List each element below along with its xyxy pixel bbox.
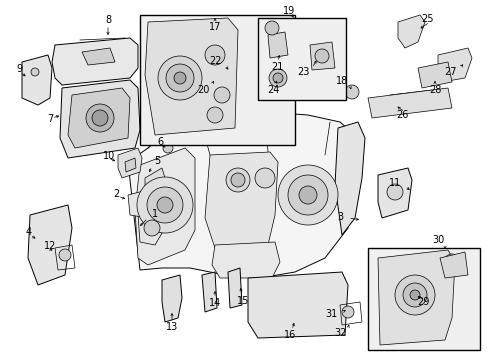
Polygon shape bbox=[22, 55, 52, 105]
Polygon shape bbox=[247, 272, 347, 338]
Polygon shape bbox=[82, 48, 115, 65]
Polygon shape bbox=[128, 112, 361, 278]
Polygon shape bbox=[397, 15, 424, 48]
Circle shape bbox=[386, 184, 402, 200]
Circle shape bbox=[206, 107, 223, 123]
Polygon shape bbox=[437, 48, 471, 82]
Circle shape bbox=[137, 177, 193, 233]
Polygon shape bbox=[68, 88, 130, 148]
Circle shape bbox=[345, 85, 358, 99]
Polygon shape bbox=[202, 272, 217, 312]
Polygon shape bbox=[125, 158, 136, 172]
Text: 19: 19 bbox=[283, 6, 295, 16]
Text: 15: 15 bbox=[236, 296, 248, 306]
Circle shape bbox=[225, 168, 249, 192]
Text: 30: 30 bbox=[432, 235, 444, 245]
Circle shape bbox=[298, 186, 316, 204]
Text: 4: 4 bbox=[26, 228, 32, 237]
Polygon shape bbox=[417, 62, 451, 88]
Text: 17: 17 bbox=[208, 22, 221, 32]
Text: 7: 7 bbox=[47, 114, 53, 125]
Circle shape bbox=[147, 187, 183, 223]
Text: 21: 21 bbox=[270, 62, 283, 72]
Polygon shape bbox=[439, 252, 467, 278]
Text: 24: 24 bbox=[266, 85, 279, 95]
Polygon shape bbox=[377, 168, 411, 218]
Polygon shape bbox=[52, 38, 138, 85]
Polygon shape bbox=[377, 250, 454, 345]
Text: 27: 27 bbox=[444, 67, 456, 77]
Circle shape bbox=[158, 56, 202, 100]
Circle shape bbox=[163, 143, 173, 153]
Polygon shape bbox=[227, 268, 242, 308]
Text: 3: 3 bbox=[336, 212, 343, 222]
Polygon shape bbox=[212, 242, 280, 278]
Circle shape bbox=[272, 73, 283, 83]
Text: 28: 28 bbox=[428, 85, 440, 95]
Text: 23: 23 bbox=[296, 67, 309, 77]
Circle shape bbox=[157, 197, 173, 213]
Polygon shape bbox=[162, 275, 182, 322]
Text: 32: 32 bbox=[333, 328, 346, 338]
Text: 11: 11 bbox=[388, 178, 400, 188]
Circle shape bbox=[254, 168, 274, 188]
Bar bbox=[140, 15, 294, 145]
Bar bbox=[258, 18, 346, 100]
Circle shape bbox=[264, 21, 279, 35]
Circle shape bbox=[443, 254, 459, 270]
Polygon shape bbox=[145, 18, 238, 135]
Circle shape bbox=[314, 49, 328, 63]
Text: 10: 10 bbox=[103, 151, 115, 161]
Circle shape bbox=[165, 64, 194, 92]
Text: 8: 8 bbox=[105, 15, 111, 25]
Circle shape bbox=[31, 68, 39, 76]
Circle shape bbox=[204, 45, 224, 65]
Bar bbox=[367, 248, 479, 350]
Circle shape bbox=[409, 290, 419, 300]
Text: 6: 6 bbox=[158, 137, 163, 147]
Circle shape bbox=[287, 175, 327, 215]
Circle shape bbox=[230, 173, 244, 187]
Polygon shape bbox=[118, 148, 142, 178]
Polygon shape bbox=[204, 152, 278, 248]
Circle shape bbox=[86, 104, 114, 132]
Circle shape bbox=[92, 110, 108, 126]
Polygon shape bbox=[135, 148, 195, 265]
Circle shape bbox=[402, 283, 426, 307]
Polygon shape bbox=[145, 168, 164, 192]
Text: 16: 16 bbox=[284, 330, 296, 340]
Polygon shape bbox=[138, 208, 164, 245]
Text: 5: 5 bbox=[154, 157, 160, 166]
Circle shape bbox=[278, 165, 337, 225]
Text: 20: 20 bbox=[197, 85, 210, 95]
Circle shape bbox=[214, 87, 229, 103]
Polygon shape bbox=[60, 80, 140, 158]
Text: 1: 1 bbox=[151, 210, 157, 220]
Text: 9: 9 bbox=[16, 64, 22, 74]
Text: 25: 25 bbox=[421, 14, 433, 24]
Polygon shape bbox=[128, 188, 158, 218]
Polygon shape bbox=[334, 122, 364, 235]
Text: 31: 31 bbox=[325, 309, 337, 319]
Polygon shape bbox=[367, 88, 451, 118]
Circle shape bbox=[394, 275, 434, 315]
Polygon shape bbox=[267, 32, 287, 58]
Text: 13: 13 bbox=[165, 322, 178, 332]
Circle shape bbox=[174, 72, 185, 84]
Text: 18: 18 bbox=[335, 76, 348, 86]
Circle shape bbox=[341, 306, 353, 318]
Circle shape bbox=[143, 220, 160, 236]
Text: 12: 12 bbox=[43, 240, 56, 251]
Text: 14: 14 bbox=[208, 298, 221, 308]
Polygon shape bbox=[28, 205, 72, 285]
Text: 22: 22 bbox=[209, 56, 222, 66]
Polygon shape bbox=[309, 42, 334, 70]
Text: 2: 2 bbox=[113, 189, 120, 199]
Circle shape bbox=[268, 69, 286, 87]
Text: 29: 29 bbox=[416, 297, 428, 307]
Text: 26: 26 bbox=[396, 110, 408, 120]
Circle shape bbox=[59, 249, 71, 261]
